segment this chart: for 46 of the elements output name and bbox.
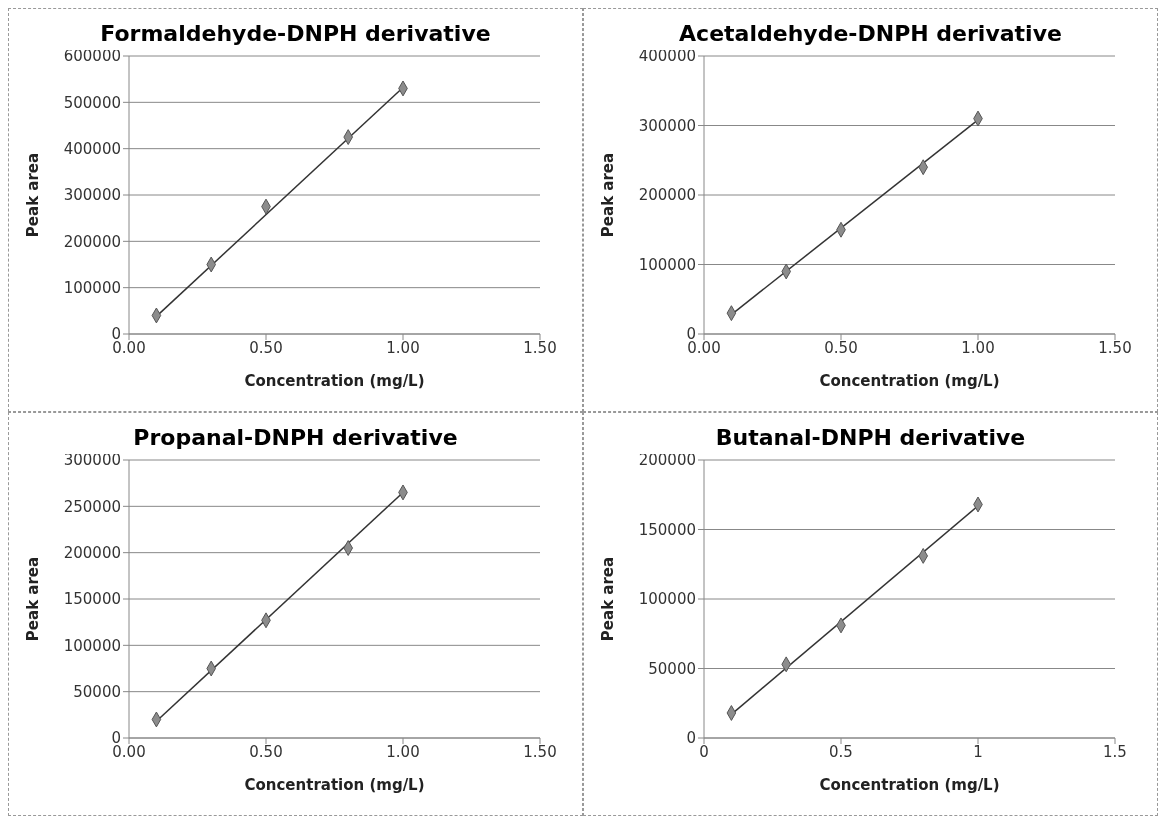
x-tick-label: 0	[699, 742, 709, 761]
x-tick-label: 0.50	[249, 742, 283, 761]
y-tick-label: 100000	[638, 255, 696, 274]
x-tick-label: 1.00	[386, 742, 420, 761]
y-axis-title: Peak area	[599, 152, 618, 238]
y-tick-label: 150000	[63, 590, 121, 609]
chart-title: Acetaldehyde-DNPH derivative	[678, 21, 1063, 46]
y-tick-label: 250000	[63, 497, 121, 516]
y-tick-label: 200000	[638, 186, 696, 205]
y-tick-label: 100000	[63, 278, 121, 297]
x-axis-title: Concentration (mg/L)	[244, 372, 425, 390]
y-tick-label: 300000	[63, 451, 121, 470]
x-tick-label: 1.50	[523, 742, 557, 761]
chart-title: Propanal-DNPH derivative	[132, 425, 459, 450]
y-tick-label: 200000	[63, 232, 121, 251]
x-tick-label: 1.50	[523, 338, 557, 357]
y-tick-label: 300000	[638, 116, 696, 135]
x-tick-label: 0.5	[829, 742, 853, 761]
x-axis-title: Concentration (mg/L)	[819, 372, 1000, 390]
x-axis-title: Concentration (mg/L)	[819, 776, 1000, 794]
y-tick-label: 50000	[73, 682, 121, 701]
y-tick-label: 200000	[63, 543, 121, 562]
y-tick-label: 100000	[638, 590, 696, 609]
y-tick-label: 300000	[63, 186, 121, 205]
y-axis-title: Peak area	[24, 152, 43, 238]
x-tick-label: 0.50	[249, 338, 283, 357]
y-tick-label: 200000	[638, 451, 696, 470]
x-tick-label: 0.50	[824, 338, 858, 357]
y-tick-label: 0	[686, 729, 696, 748]
y-tick-label: 400000	[63, 139, 121, 158]
y-tick-label: 150000	[638, 520, 696, 539]
x-tick-label: 1.00	[961, 338, 995, 357]
y-tick-label: 100000	[63, 636, 121, 655]
x-tick-label: 1	[973, 742, 983, 761]
x-tick-label: 1.5	[1103, 742, 1127, 761]
chart-title: Butanal-DNPH derivative	[714, 425, 1027, 450]
y-axis-title: Peak area	[599, 556, 618, 642]
x-tick-label: 1.50	[1098, 338, 1132, 357]
y-tick-label: 600000	[63, 47, 121, 66]
y-axis-title: Peak area	[24, 556, 43, 642]
x-axis-title: Concentration (mg/L)	[244, 776, 425, 794]
y-tick-label: 500000	[63, 93, 121, 112]
chart-title: Formaldehyde-DNPH derivative	[99, 21, 492, 46]
y-tick-label: 50000	[648, 659, 696, 678]
y-tick-label: 400000	[638, 47, 696, 66]
x-tick-label: 1.00	[386, 338, 420, 357]
